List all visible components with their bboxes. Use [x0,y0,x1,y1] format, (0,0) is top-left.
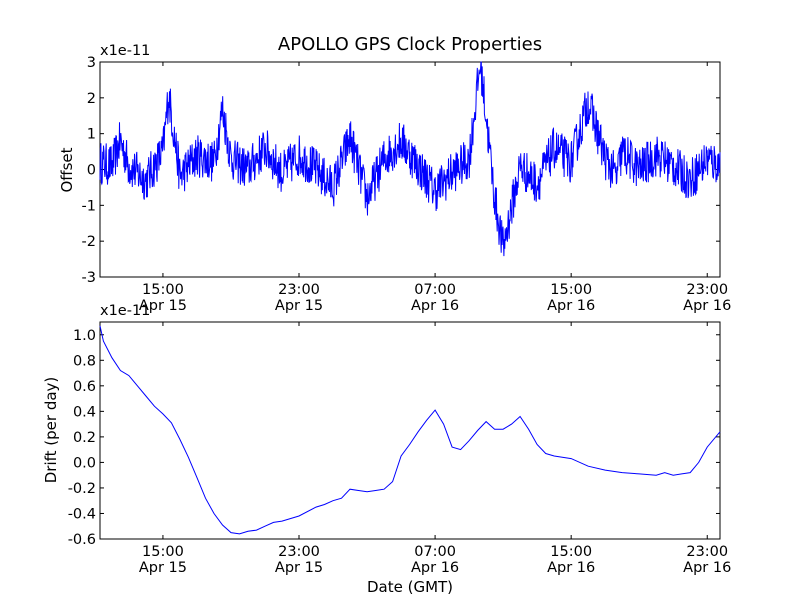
offset-x-tick-date: Apr 16 [411,298,459,314]
drift-panel: x1e-11 Drift (per day) Date (GMT) 1.0 0.8… [42,303,731,596]
offset-y-scale-label: x1e-11 [100,43,150,59]
drift-plot-frame [99,321,721,540]
drift-y-tick-label: 0.0 [73,455,96,471]
offset-y-tick-label: 3 [87,55,96,71]
drift-y-tick-label: -0.2 [68,481,96,497]
offset-y-axis-label: Offset [58,147,76,192]
drift-ticks [100,322,720,540]
drift-y-tick-label: 1.0 [73,328,96,344]
drift-x-tick-time: 07:00 [414,544,456,560]
offset-y-tick-label: 2 [87,91,96,107]
offset-ticks [100,61,720,278]
offset-series-line [99,61,721,257]
drift-x-tick-date: Apr 15 [139,560,187,576]
drift-y-tick-label: -0.4 [68,506,96,522]
drift-x-tick-date: Apr 16 [683,560,731,576]
drift-y-tick-label: 0.2 [73,430,96,446]
offset-y-tick-label: 0 [87,163,96,179]
drift-y-tick-label: 0.6 [73,379,96,395]
drift-x-tick-time: 15:00 [550,544,592,560]
offset-x-tick-time: 23:00 [686,282,728,298]
drift-x-tick-date: Apr 16 [411,560,459,576]
drift-y-tick-label: -0.6 [68,532,96,548]
drift-x-tick-date: Apr 16 [547,560,595,576]
offset-x-tick-date: Apr 15 [139,298,187,314]
offset-y-tick-label: -3 [82,270,96,286]
offset-x-tick-time: 07:00 [414,282,456,298]
offset-x-tick-time: 23:00 [278,282,320,298]
drift-x-tick-time: 23:00 [686,544,728,560]
offset-x-tick-date: Apr 16 [547,298,595,314]
offset-x-tick-time: 15:00 [142,282,184,298]
drift-y-axis-label: Drift (per day) [42,377,60,484]
drift-y-tick-label: 0.4 [73,404,96,420]
drift-y-tick-label: 0.8 [73,353,96,369]
drift-x-tick-date: Apr 15 [275,560,323,576]
drift-x-tick-time: 23:00 [278,544,320,560]
offset-y-tick-labels: 3 2 1 0 -1 -2 -3 [82,55,96,286]
chart-title: APOLLO GPS Clock Properties [278,34,542,55]
drift-x-tick-time: 15:00 [142,544,184,560]
offset-x-tick-date: Apr 16 [683,298,731,314]
offset-y-tick-label: -2 [82,234,96,250]
drift-x-axis-label: Date (GMT) [367,578,453,596]
offset-y-tick-label: -1 [82,198,96,214]
drift-y-scale-label: x1e-11 [100,303,150,319]
offset-x-tick-date: Apr 15 [275,298,323,314]
offset-y-tick-label: 1 [87,127,96,143]
drift-y-tick-labels: 1.0 0.8 0.6 0.4 0.2 0.0 -0.2 -0.4 -0.6 [68,328,96,548]
drift-series-line [99,325,721,535]
offset-x-tick-time: 15:00 [550,282,592,298]
